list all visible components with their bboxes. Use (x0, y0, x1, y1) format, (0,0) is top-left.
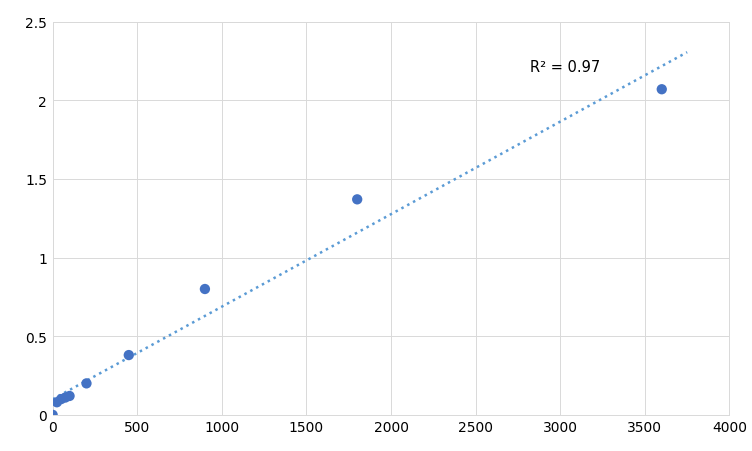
Point (47, 411, 59, 419)
Point (351, 196, 363, 203)
Point (55, 396, 67, 403)
Point (123, 352, 135, 359)
Point (51, 399, 63, 406)
Text: R² = 0.97: R² = 0.97 (529, 60, 600, 74)
Point (199, 286, 211, 293)
Point (59, 394, 71, 401)
Point (63, 392, 75, 400)
Point (656, 87, 668, 94)
Point (80, 380, 92, 387)
